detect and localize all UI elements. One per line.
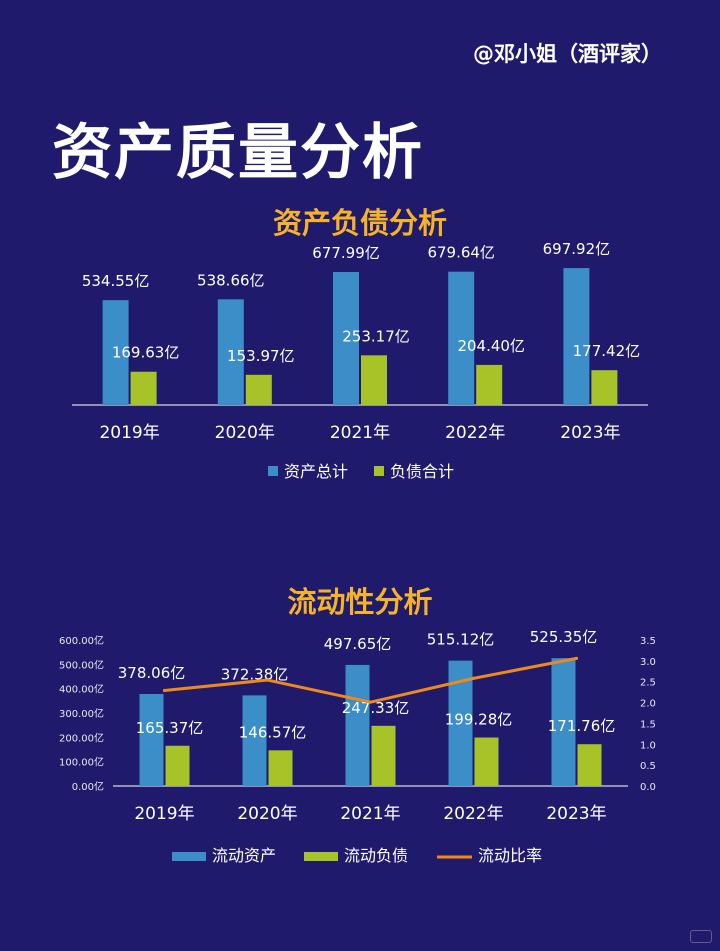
data-label-current-liabilities: 247.33亿: [342, 699, 410, 717]
bar-current-liabilities: [371, 725, 396, 786]
x-tick-label: 2021年: [330, 423, 390, 443]
x-tick-label: 2022年: [443, 804, 503, 824]
legend-label-total-liabilities: 负债合计: [390, 462, 454, 481]
y-tick-label: 600.00亿: [59, 634, 104, 647]
data-label-total-liabilities: 169.63亿: [112, 344, 180, 362]
bar-total-assets: [102, 300, 129, 405]
current-ratio-point: [471, 676, 476, 680]
page-title: 资产质量分析: [52, 118, 424, 188]
x-tick-label: 2020年: [215, 423, 275, 443]
watermark-badge: [690, 930, 712, 943]
legend-label-current-ratio: 流动比率: [478, 846, 542, 865]
asset-liability-chart: 534.55亿 169.63亿 2019年 538.66亿 153.97亿 2020年 67…: [72, 240, 648, 481]
data-label-total-assets: 538.66亿: [197, 271, 265, 289]
y2-tick-label: 3.0: [640, 657, 656, 668]
legend-swatch-total-liabilities: [374, 466, 384, 476]
y-tick-label: 300.00亿: [59, 707, 104, 720]
x-tick-label: 2019年: [134, 804, 194, 824]
current-ratio-point: [265, 678, 270, 682]
data-label-current-liabilities: 199.28亿: [445, 711, 513, 729]
legend-label-current-assets: 流动资产: [212, 846, 276, 865]
y2-tick-label: 2.0: [640, 699, 656, 710]
bar-total-assets: [563, 268, 590, 405]
data-label-current-liabilities: 146.57亿: [239, 723, 307, 741]
y2-tick-label: 0.0: [640, 782, 656, 793]
chart2-title: 流动性分析: [287, 585, 433, 619]
y2-tick-label: 1.0: [640, 740, 656, 751]
x-tick-label: 2023年: [546, 804, 606, 824]
legend-swatch-current-assets: [172, 852, 206, 861]
bar-total-liabilities: [476, 364, 503, 405]
current-ratio-point: [574, 656, 579, 660]
data-label-total-assets: 697.92亿: [543, 240, 611, 258]
x-tick-label: 2020年: [237, 804, 297, 824]
data-label-total-liabilities: 177.42亿: [573, 342, 641, 360]
y2-tick-label: 3.5: [640, 636, 656, 647]
data-label-current-assets: 515.12亿: [427, 631, 495, 649]
bar-current-assets: [139, 694, 164, 786]
y-tick-label: 400.00亿: [59, 683, 104, 696]
bar-current-liabilities: [577, 744, 602, 786]
data-label-current-liabilities: 165.37亿: [136, 719, 204, 737]
x-tick-label: 2019年: [99, 423, 159, 443]
y-tick-label: 200.00亿: [59, 731, 104, 744]
data-label-total-assets: 534.55亿: [82, 272, 150, 290]
bar-total-liabilities: [130, 371, 157, 405]
data-label-current-assets: 378.06亿: [118, 664, 186, 682]
y2-tick-label: 0.5: [640, 761, 656, 772]
bar-total-liabilities: [361, 355, 387, 405]
bar-current-liabilities: [165, 745, 190, 786]
data-label-total-liabilities: 204.40亿: [457, 337, 525, 355]
data-label-total-liabilities: 153.97亿: [227, 347, 295, 365]
chart1-title: 资产负债分析: [272, 206, 447, 240]
bar-total-liabilities: [245, 374, 272, 405]
bar-current-assets: [345, 664, 370, 786]
author-handle: @邓小姐（酒评家）: [473, 42, 662, 66]
bar-current-assets: [242, 695, 267, 786]
current-ratio-point: [162, 688, 167, 693]
legend-label-current-liabilities: 流动负债: [344, 846, 408, 865]
bar-total-assets: [217, 299, 244, 405]
legend-swatch-current-liabilities: [304, 852, 338, 861]
data-label-current-assets: 525.35亿: [530, 628, 598, 646]
data-label-current-assets: 372.38亿: [221, 665, 289, 683]
bar-total-liabilities: [591, 370, 618, 405]
current-ratio-point: [368, 700, 373, 704]
y-tick-label: 500.00亿: [59, 658, 104, 671]
bar-current-liabilities: [474, 737, 499, 786]
x-tick-label: 2023年: [560, 423, 620, 443]
data-label-total-liabilities: 253.17亿: [342, 327, 410, 345]
bar-total-assets: [448, 271, 475, 405]
y-tick-label: 0.00亿: [72, 780, 104, 793]
legend-swatch-total-assets: [268, 466, 278, 476]
x-tick-label: 2021年: [340, 804, 400, 824]
y-tick-label: 100.00亿: [59, 756, 104, 769]
legend-label-total-assets: 资产总计: [284, 462, 348, 481]
bar-total-assets: [333, 272, 359, 405]
data-label-total-assets: 679.64亿: [427, 244, 495, 262]
y2-tick-label: 2.5: [640, 678, 656, 689]
y2-tick-label: 1.5: [640, 719, 656, 730]
data-label-current-assets: 497.65亿: [324, 635, 392, 653]
data-label-total-assets: 677.99亿: [312, 244, 380, 262]
x-tick-label: 2022年: [445, 423, 505, 443]
bar-current-assets: [551, 658, 576, 786]
data-label-current-liabilities: 171.76亿: [548, 717, 616, 735]
bar-current-liabilities: [268, 750, 293, 786]
